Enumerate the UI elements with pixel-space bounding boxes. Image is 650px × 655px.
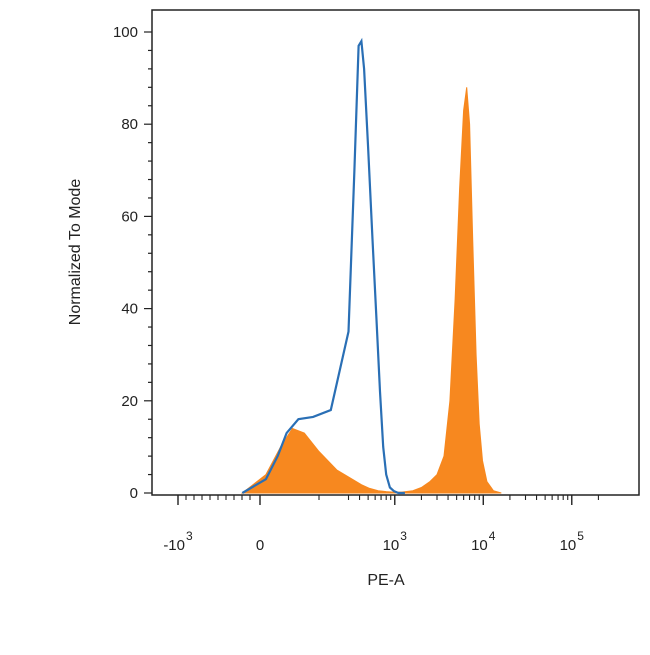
y-axis-title: Normalized To Mode (67, 179, 84, 326)
x-tick-label: 0 (256, 537, 264, 554)
x-tick-label: -103 (163, 529, 193, 554)
y-axis: 0 20 40 60 80 100 (113, 24, 152, 502)
y-tick-label: 100 (113, 24, 138, 41)
x-axis-title: PE-A (367, 572, 405, 589)
y-tick-label: 80 (121, 116, 138, 133)
series-layer (240, 37, 502, 495)
x-tick-label: 103 (383, 529, 408, 554)
x-tick-label: 105 (560, 529, 585, 554)
series-line-histogram (241, 37, 405, 495)
y-tick-label: 60 (121, 208, 138, 225)
x-tick-label: 104 (471, 529, 496, 554)
series-filled-histogram (240, 87, 502, 494)
y-tick-label: 0 (130, 485, 138, 502)
y-tick-label: 40 (121, 301, 138, 318)
y-tick-label: 20 (121, 393, 138, 410)
x-axis: -103 0 103 104 105 (163, 495, 599, 554)
plot-frame (151, 9, 640, 496)
